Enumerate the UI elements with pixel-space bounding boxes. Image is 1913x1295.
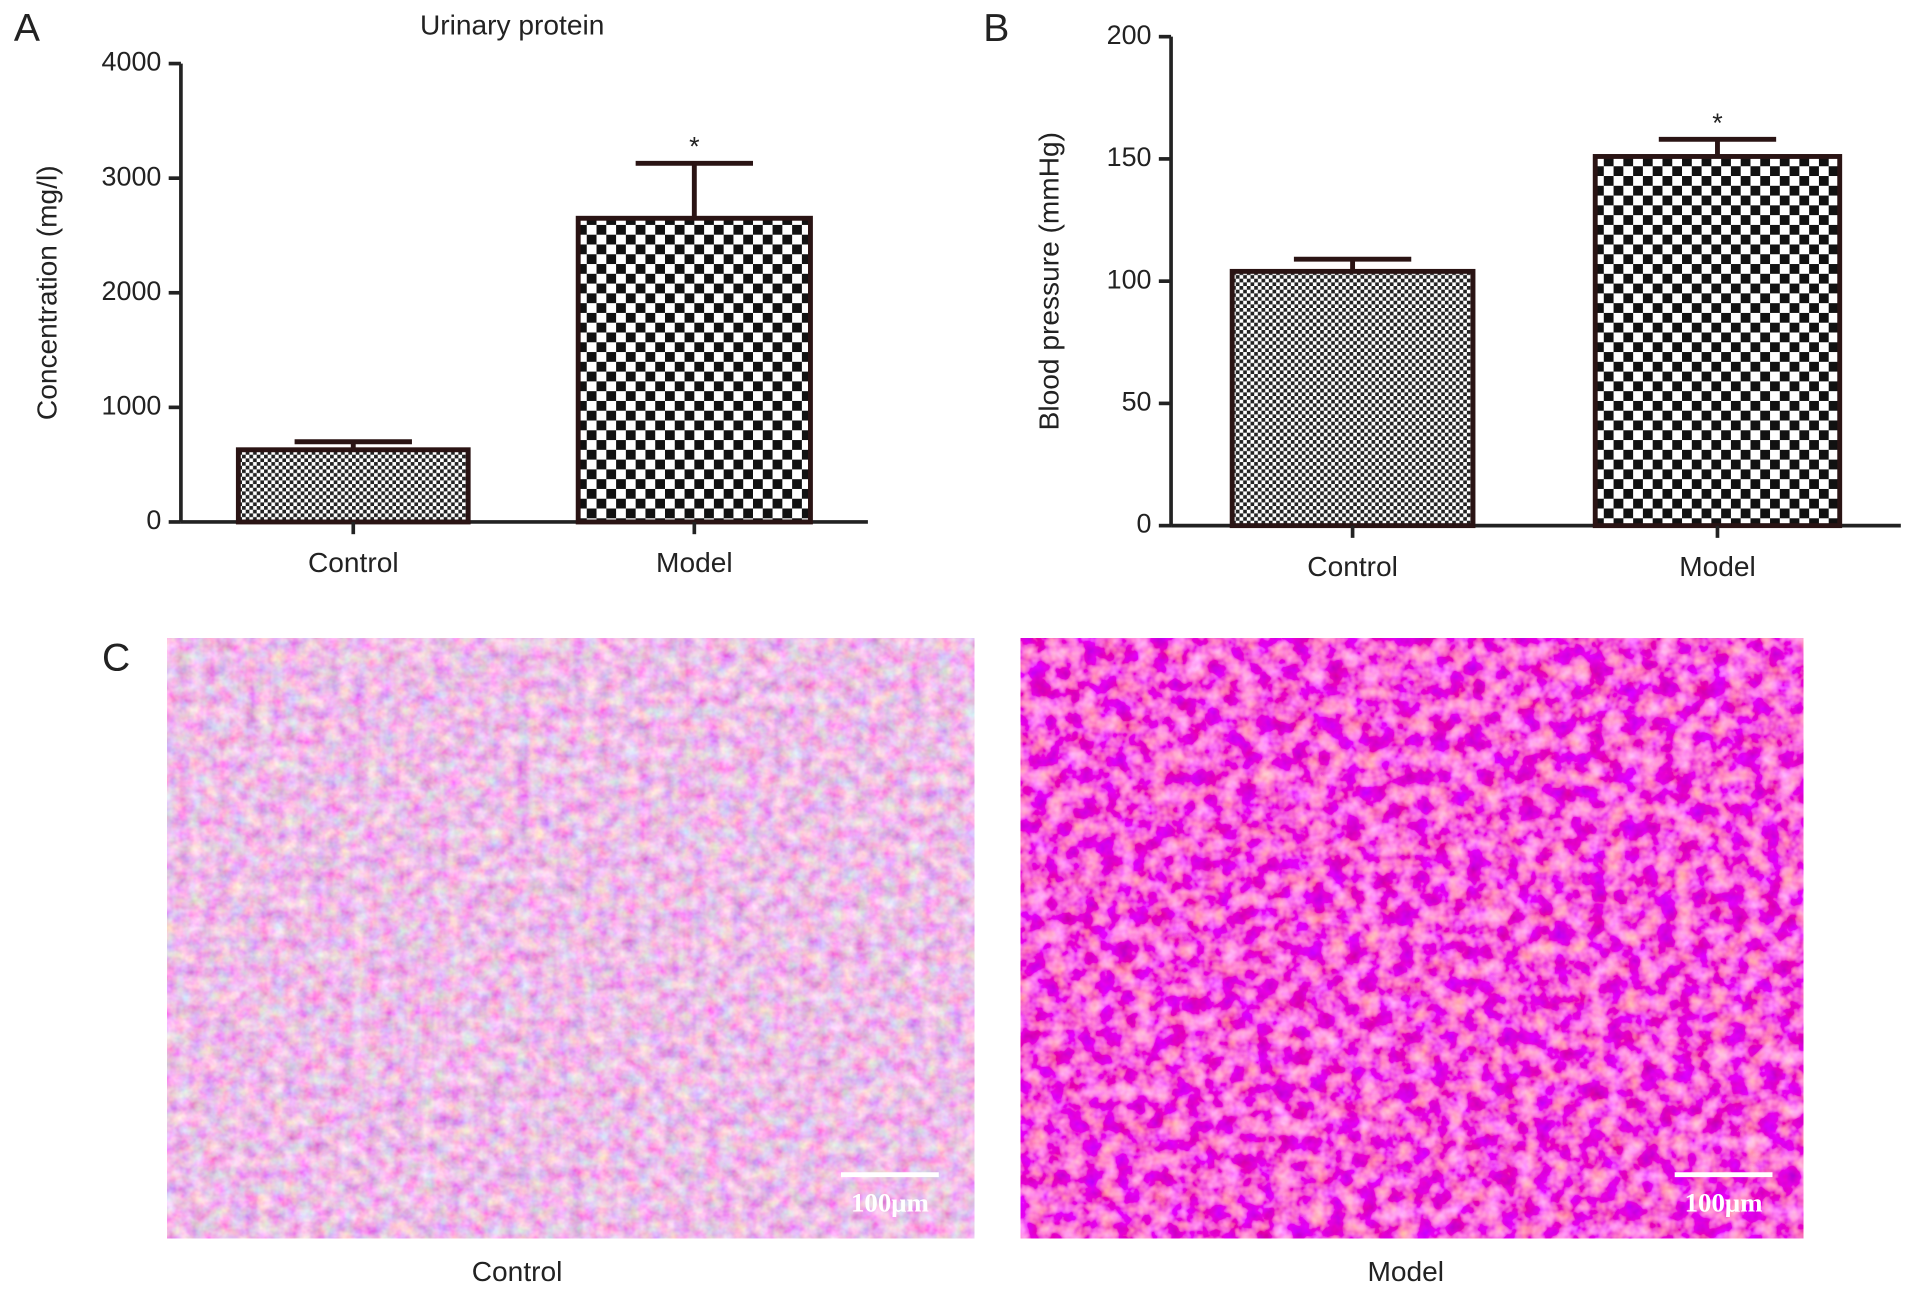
scale-bar-label: 100μm — [851, 1187, 929, 1217]
y-tick-label: 1000 — [102, 390, 162, 420]
chart-title: Urinary protein — [420, 9, 604, 40]
y-tick-label: 200 — [1107, 20, 1152, 50]
y-tick-label: 150 — [1107, 142, 1152, 172]
significance-marker: * — [689, 132, 700, 162]
micrograph — [167, 638, 975, 1239]
y-tick-label: 3000 — [102, 161, 162, 191]
y-tick-label: 4000 — [102, 47, 162, 77]
y-tick-label: 50 — [1122, 387, 1152, 417]
y-axis-label: Concentration (mg/l) — [31, 165, 62, 420]
figure-content: A B C 100μm 100μm Control Model Urinary … — [14, 7, 1901, 1287]
scale-bar-label: 100μm — [1685, 1187, 1763, 1217]
panel-label: C — [102, 636, 130, 679]
y-tick-label: 0 — [1137, 509, 1152, 539]
bar — [1592, 154, 1843, 529]
y-tick-label: 0 — [146, 505, 161, 535]
x-tick-label: Model — [1679, 551, 1756, 582]
bar — [1229, 268, 1476, 529]
y-tick-label: 2000 — [102, 276, 162, 306]
micrograph — [1020, 638, 1804, 1239]
y-tick-label: 100 — [1107, 264, 1152, 294]
panel-label: B — [983, 7, 1009, 50]
micrograph-caption: Control — [472, 1256, 563, 1287]
x-tick-label: Control — [308, 547, 399, 578]
micrograph-caption: Model — [1367, 1256, 1444, 1287]
bar — [575, 215, 813, 525]
significance-marker: * — [1712, 108, 1723, 138]
bar — [235, 447, 471, 525]
panel-label: A — [14, 7, 41, 50]
x-tick-label: Model — [656, 547, 733, 578]
y-axis-label: Blood pressure (mmHg) — [1034, 132, 1065, 430]
x-tick-label: Control — [1307, 551, 1398, 582]
